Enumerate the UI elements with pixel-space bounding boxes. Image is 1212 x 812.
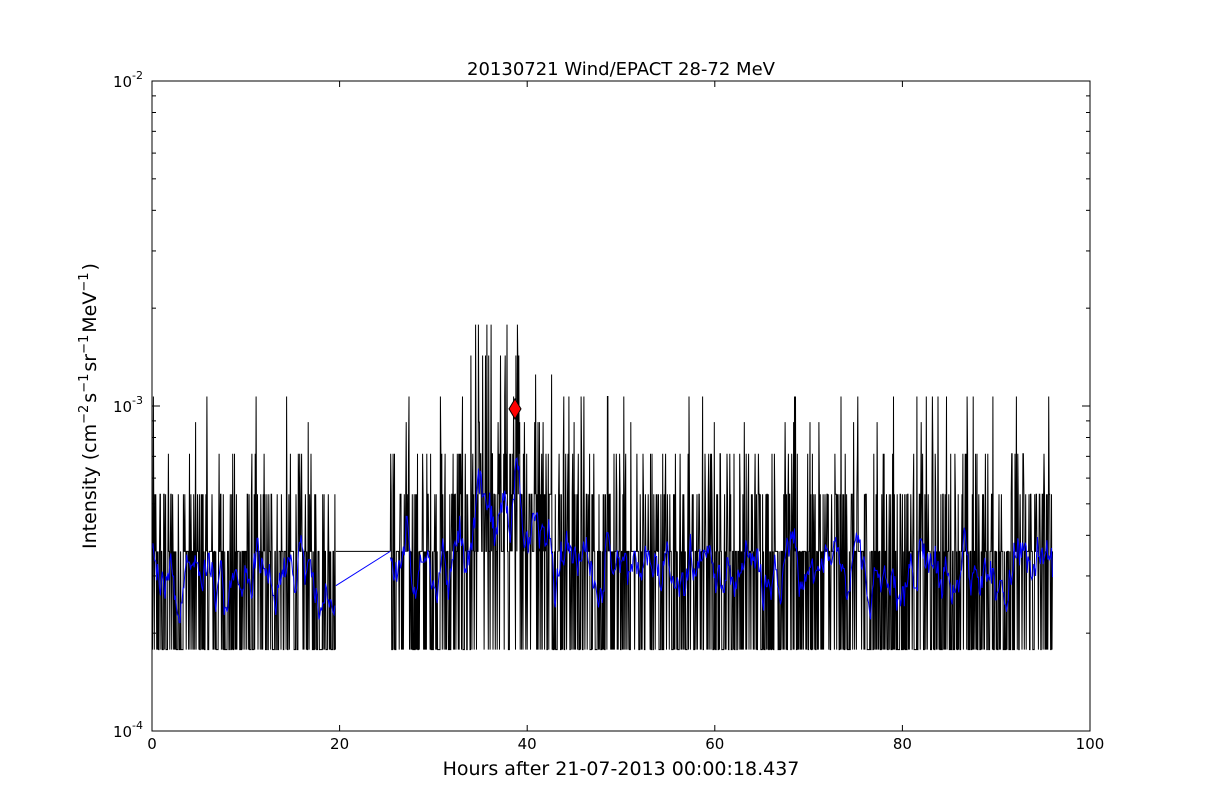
- x-tick-label: 0: [147, 735, 157, 753]
- plot-area: [151, 80, 1091, 732]
- y-tick-label: 10-3: [113, 394, 143, 416]
- smoothed-intensity-line-2: [389, 457, 1053, 620]
- x-axis-label: Hours after 21-07-2013 00:00:18.437: [443, 758, 800, 780]
- smoothed-intensity-line-1: [151, 535, 336, 624]
- raw-intensity-line-2: [389, 324, 1053, 651]
- x-tick-label: 20: [330, 735, 349, 753]
- x-tick-label: 100: [1076, 735, 1105, 753]
- smoothed-intensity-gap-line: [335, 550, 391, 587]
- x-tick-label: 80: [893, 735, 912, 753]
- series-smoothed-intensity: [151, 457, 1053, 624]
- x-tick-label: 40: [518, 735, 537, 753]
- peak-marker-layer: [508, 397, 522, 420]
- x-axis: 0 20 40 60 80 100: [147, 81, 1104, 753]
- series-raw-intensity: [151, 324, 1053, 651]
- y-tick-label: 10-2: [113, 69, 143, 91]
- y-tick-label: 10-4: [113, 719, 143, 741]
- chart-title: 20130721 Wind/EPACT 28-72 MeV: [467, 59, 776, 80]
- peak-marker: [508, 397, 522, 420]
- raw-intensity-line-1: [151, 396, 336, 651]
- y-axis: 10-2 10-3 10-4: [113, 69, 1090, 741]
- x-tick-label: 60: [705, 735, 724, 753]
- y-axis-label: Intensity (cm−2s−1sr−1MeV−1): [77, 263, 101, 549]
